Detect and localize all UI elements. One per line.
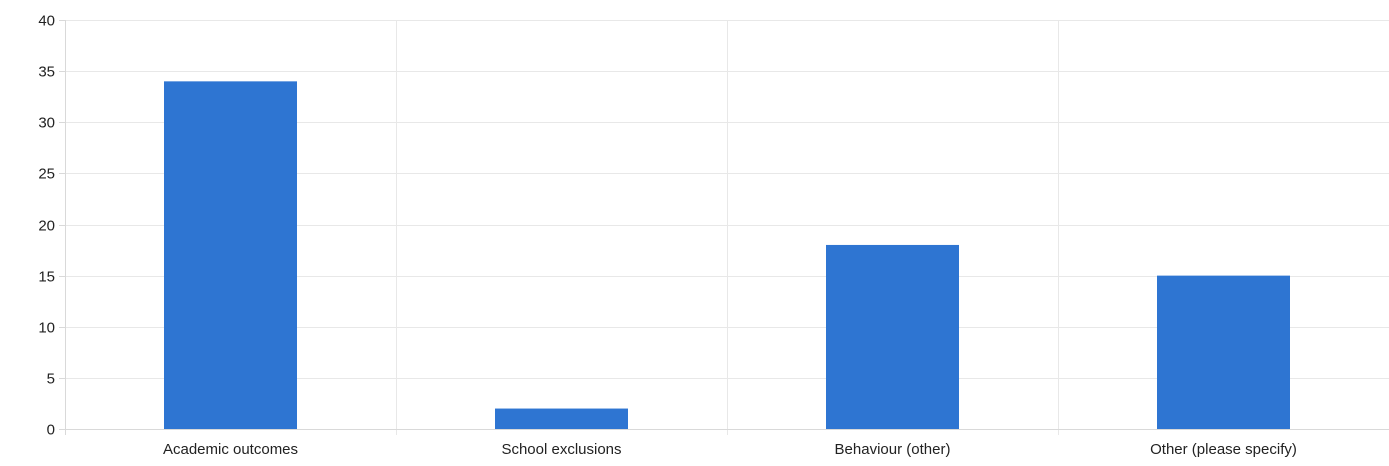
axis-layer <box>65 20 1389 435</box>
y-tick-label: 10 <box>38 320 55 337</box>
y-tick-label: 20 <box>38 218 55 235</box>
labels-layer: 0 5 10 15 20 25 30 35 40 Academic outcomes School … <box>38 13 1297 459</box>
y-tick-label: 35 <box>38 64 55 81</box>
x-category-label: Behaviour (other) <box>835 441 951 458</box>
bar-other-please-specify <box>1157 275 1290 429</box>
y-tick-label: 15 <box>38 269 55 286</box>
x-category-label: School exclusions <box>501 441 621 458</box>
y-tick-label: 5 <box>47 371 55 388</box>
bar-school-exclusions <box>495 408 628 429</box>
bar-behaviour-other <box>826 244 959 429</box>
bar-academic-outcomes <box>164 81 297 429</box>
bars-layer <box>164 81 1290 429</box>
x-category-label: Other (please specify) <box>1150 441 1297 458</box>
y-tick-label: 0 <box>47 422 55 439</box>
y-tick-label: 25 <box>38 166 55 183</box>
y-tick-label: 40 <box>38 13 55 30</box>
y-tick-label: 30 <box>38 115 55 132</box>
x-category-label: Academic outcomes <box>163 441 298 458</box>
